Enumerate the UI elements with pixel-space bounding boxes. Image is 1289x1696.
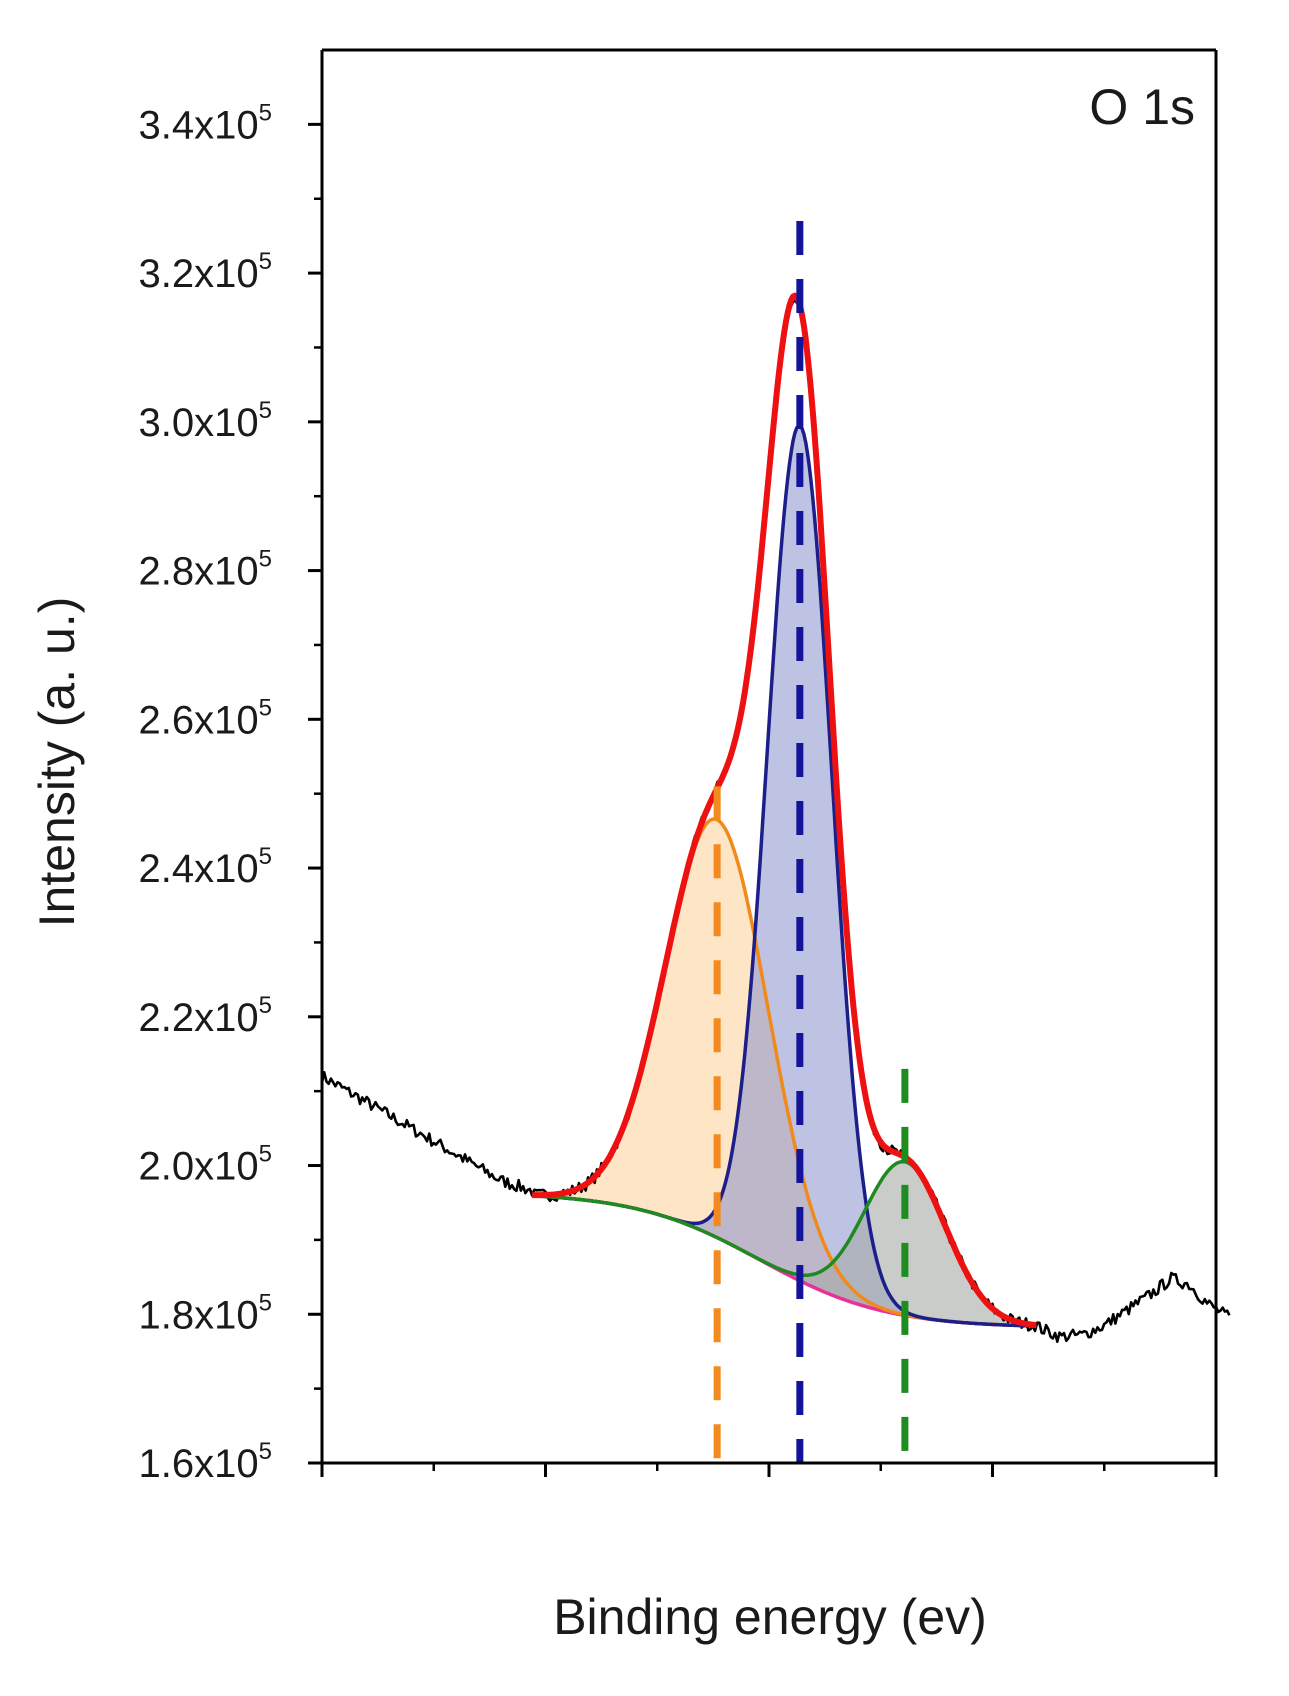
y-tick-label-1: 1.6x105 <box>139 1438 272 1486</box>
envelope-line <box>530 292 1038 1329</box>
y-tick-exponent: 5 <box>259 99 272 126</box>
y-tick-exponent: 5 <box>259 397 272 424</box>
peak-markers <box>713 221 909 1463</box>
y-tick-exponent: 5 <box>259 546 272 573</box>
component-fills <box>532 425 1037 1327</box>
y-tick-label-8: 3.0x105 <box>139 397 272 445</box>
y-tick-exponent: 5 <box>259 992 272 1019</box>
y-tick-exponent: 5 <box>259 843 272 870</box>
y-tick-exponent: 5 <box>259 248 272 275</box>
y-tick-exponent: 5 <box>259 1438 272 1465</box>
y-tick-label-5: 2.4x105 <box>139 843 272 891</box>
axes <box>308 48 1218 1477</box>
panel-label: O 1s <box>1089 79 1195 135</box>
y-tick-label-2: 1.8x105 <box>139 1289 272 1337</box>
y-tick-label-7: 2.8x105 <box>139 546 272 594</box>
y-tick-label-6: 2.6x105 <box>139 694 272 742</box>
y-tick-mantissa: 1.8x10 <box>139 1293 259 1337</box>
y-tick-exponent: 5 <box>259 694 272 721</box>
component-fill-3 <box>532 1161 1037 1326</box>
y-tick-mantissa: 3.2x10 <box>139 252 259 296</box>
component-fill-2 <box>532 425 1037 1327</box>
y-tick-mantissa: 2.6x10 <box>139 698 259 742</box>
y-tick-label-3: 2.0x105 <box>139 1141 272 1189</box>
component-lines <box>320 292 1231 1343</box>
y-tick-label-9: 3.2x105 <box>139 248 272 296</box>
y-tick-mantissa: 2.4x10 <box>139 847 259 891</box>
y-tick-label-10: 3.4x105 <box>139 99 272 147</box>
y-tick-mantissa: 3.0x10 <box>139 401 259 445</box>
chart-labels: O 1s Binding energy (ev) Intensity (a. u… <box>29 79 1195 1645</box>
x-axis-title: Binding energy (ev) <box>553 1589 987 1645</box>
y-tick-exponent: 5 <box>259 1141 272 1168</box>
y-tick-mantissa: 2.0x10 <box>139 1145 259 1189</box>
y-axis-title: Intensity (a. u.) <box>29 597 85 928</box>
y-tick-mantissa: 3.4x10 <box>139 103 259 147</box>
component-fill-1 <box>532 819 1037 1326</box>
y-tick-label-4: 2.2x105 <box>139 992 272 1040</box>
y-tick-mantissa: 2.8x10 <box>139 550 259 594</box>
y-tick-mantissa: 2.2x10 <box>139 996 259 1040</box>
y-tick-exponent: 5 <box>259 1289 272 1316</box>
y-tick-mantissa: 1.6x10 <box>139 1442 259 1486</box>
